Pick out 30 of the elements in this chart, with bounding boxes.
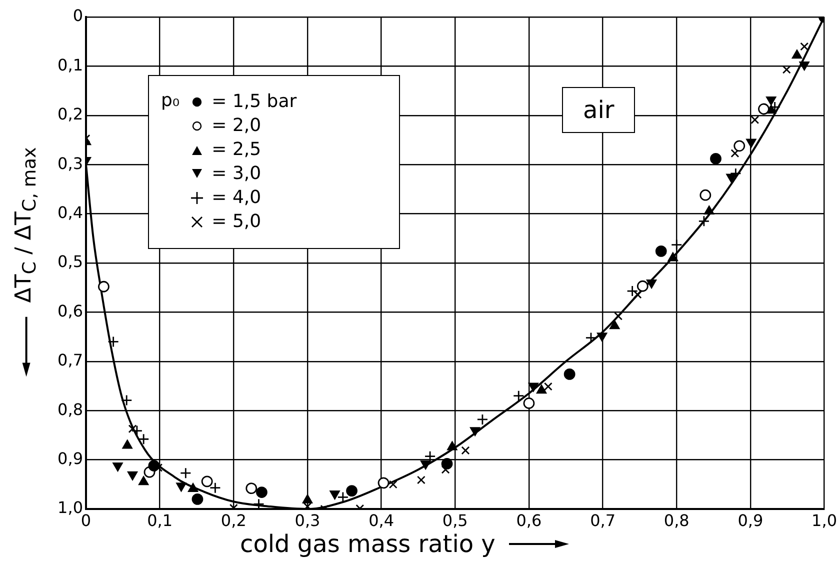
annotation: air xyxy=(562,87,636,133)
x-tick-label: 0,1 xyxy=(147,510,173,530)
x-tick-label: 0,3 xyxy=(294,510,320,530)
x-tick-label: 0,6 xyxy=(516,510,542,530)
y-tick-label: 0,2 xyxy=(58,104,83,124)
x-tick-label: 0,2 xyxy=(220,510,246,530)
x-tick-label: 0,4 xyxy=(368,510,394,530)
y-tick-label: 0,4 xyxy=(58,202,83,222)
legend-label: = 5,0 xyxy=(212,210,262,234)
y-tick-label: 0,7 xyxy=(58,350,83,370)
y-tick-label: 0 xyxy=(72,6,83,26)
x-tick-label: 0,5 xyxy=(442,510,468,530)
y-tick-label: 0,5 xyxy=(58,252,83,272)
legend-label: = 2,0 xyxy=(212,114,262,138)
legend-label: = 3,0 xyxy=(212,162,262,186)
legend-label: = 1,5 bar xyxy=(212,90,297,114)
legend-title: p₀ xyxy=(161,90,180,113)
y-tick-label: 0,9 xyxy=(58,448,83,468)
x-tick-label: 0,7 xyxy=(590,510,616,530)
y-tick-label: 1,0 xyxy=(58,498,83,518)
x-axis-title: cold gas mass ratio y xyxy=(240,530,496,558)
x-tick-label: 0,8 xyxy=(664,510,690,530)
y-tick-label: 0,6 xyxy=(58,301,83,320)
legend-label: = 2,5 xyxy=(212,138,262,162)
y-tick-label: 0,8 xyxy=(58,400,83,419)
y-tick-label: 0,1 xyxy=(58,55,83,74)
x-tick-label: 0,9 xyxy=(738,510,764,530)
legend-label: = 4,0 xyxy=(212,186,262,210)
x-tick-label: 1,0 xyxy=(812,510,838,530)
y-tick-label: 0,3 xyxy=(58,154,83,173)
